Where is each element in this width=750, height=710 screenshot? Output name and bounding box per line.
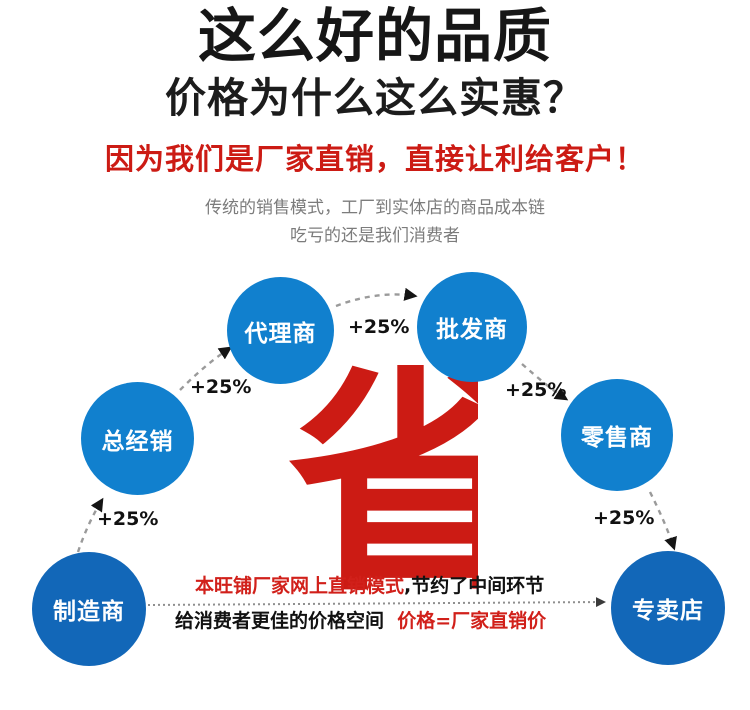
edge-label-maker-general: +25% — [97, 508, 159, 530]
node-wholesaler-label: 批发商 — [436, 317, 508, 343]
node-wholesaler[interactable]: 批发商 — [417, 272, 527, 382]
node-retailer-label: 零售商 — [581, 425, 653, 451]
edge-label-agent-wholesale: +25% — [348, 316, 410, 338]
edge-label-general-agent: +25% — [190, 376, 252, 398]
direct-sales-caption-line-2: 给消费者更佳的价格空间 价格=厂家直销价 — [175, 608, 546, 634]
caption-2-red-text: 价格=厂家直销价 — [397, 610, 547, 632]
edge-agent-wholesale — [335, 287, 418, 308]
node-general-distributor-label: 总经销 — [101, 428, 174, 455]
node-specialty-store-label: 专卖店 — [632, 598, 704, 624]
node-retailer[interactable]: 零售商 — [561, 379, 673, 491]
node-general-distributor[interactable]: 总经销 — [81, 382, 194, 495]
description-line-2: 吃亏的还是我们消费者 — [290, 226, 460, 246]
node-manufacturer-label: 制造商 — [53, 599, 125, 625]
caption-1-black-text: ,节约了中间环节 — [404, 575, 545, 597]
edge-label-wholesale-retail: +25% — [505, 379, 567, 401]
watermark-character: 省 — [288, 365, 478, 595]
caption-1-red-text: 本旺铺厂家网上直销模式 — [195, 575, 405, 597]
node-manufacturer[interactable]: 制造商 — [32, 552, 146, 666]
direct-sales-caption-line-1: 本旺铺厂家网上直销模式,节约了中间环节 — [195, 573, 544, 599]
edge-label-retail-store: +25% — [593, 507, 655, 529]
page-tagline: 因为我们是厂家直销，直接让利给客户！ — [104, 142, 645, 176]
node-agent[interactable]: 代理商 — [227, 277, 334, 384]
caption-2-black-text: 给消费者更佳的价格空间 — [175, 610, 385, 632]
node-specialty-store[interactable]: 专卖店 — [611, 551, 725, 665]
description-line-1: 传统的销售模式，工厂到实体店的商品成本链 — [205, 198, 545, 218]
page-title: 这么好的品质 — [197, 2, 552, 70]
page-subtitle: 价格为什么这么实惠？ — [165, 74, 585, 122]
edge-maker-store-direct — [147, 597, 606, 608]
node-agent-label: 代理商 — [244, 320, 317, 347]
